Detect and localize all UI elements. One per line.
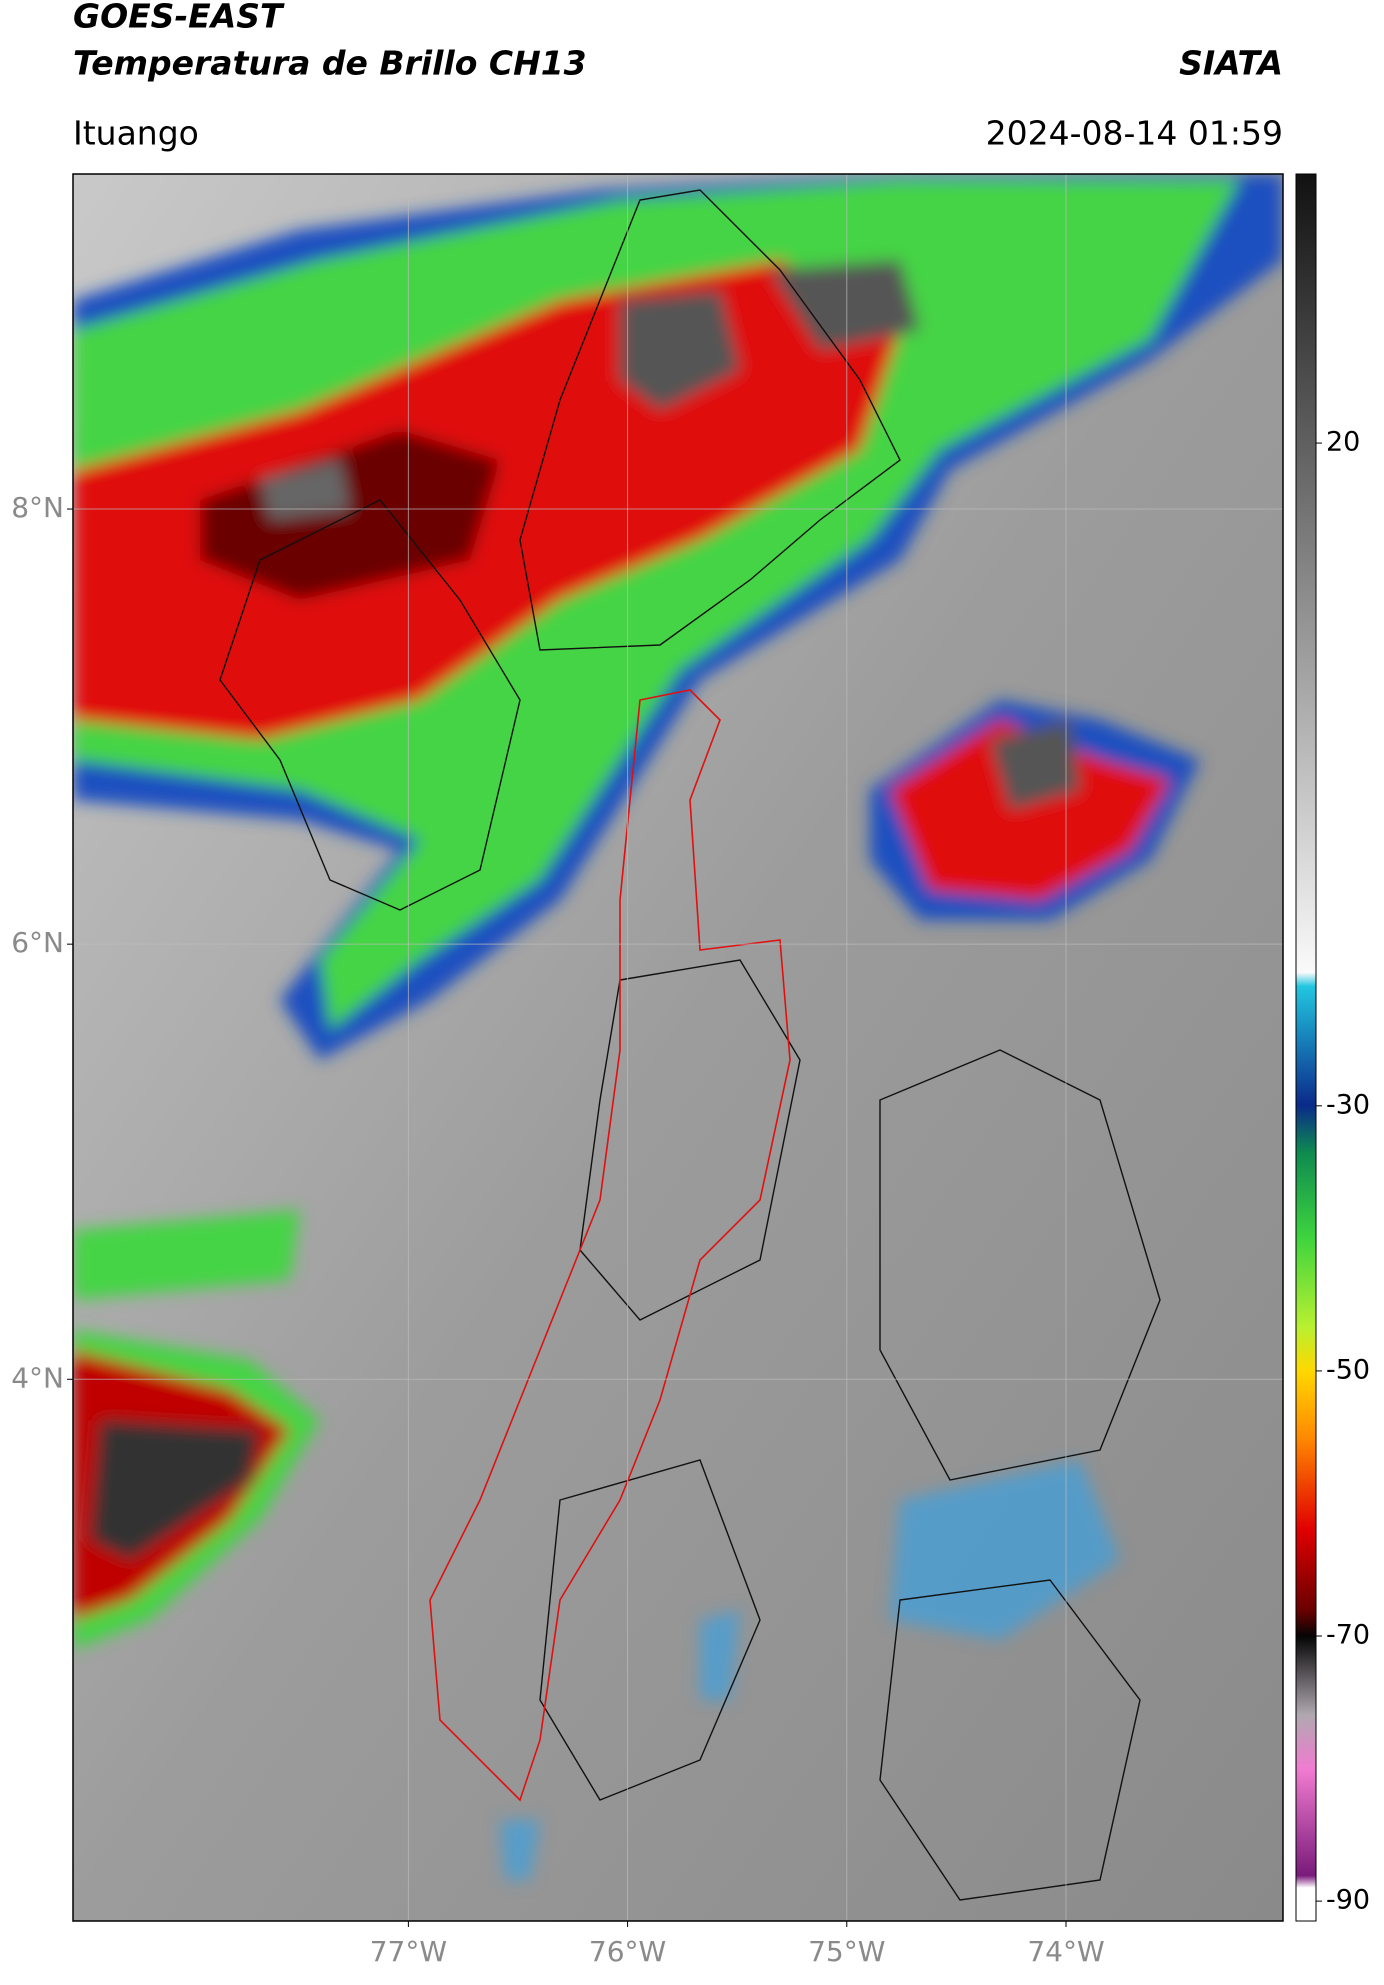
location: Ituango <box>73 114 199 153</box>
colorbar <box>1295 173 1317 1922</box>
colorbar-tick-label: -30 <box>1326 1089 1370 1120</box>
colorbar-tick-label: -50 <box>1326 1354 1370 1385</box>
x-tick-label: 74°W <box>1027 1935 1104 1968</box>
subtitle: Temperatura de Brillo CH13 <box>73 44 587 83</box>
satellite-image <box>73 174 1283 1921</box>
cloud-tops <box>73 174 1283 1880</box>
source: SIATA <box>1179 44 1283 83</box>
y-tick-label: 6°N <box>11 926 64 959</box>
timestamp: 2024-08-14 01:59 <box>986 114 1283 153</box>
colorbar-tick-label: -90 <box>1326 1885 1370 1916</box>
plot-frame <box>72 173 1284 1922</box>
y-tick-label: 4°N <box>11 1361 64 1394</box>
y-tick-label: 8°N <box>11 491 64 524</box>
region-outline <box>429 689 791 1802</box>
x-tick-label: 75°W <box>808 1935 885 1968</box>
borders <box>219 189 1161 1901</box>
title: GOES-EAST <box>73 0 285 36</box>
x-tick-label: 77°W <box>370 1935 447 1968</box>
grid <box>73 174 1283 1921</box>
x-tick-label: 76°W <box>589 1935 666 1968</box>
colorbar-tick-label: -70 <box>1326 1620 1370 1651</box>
colorbar-tick-label: 20 <box>1326 427 1360 458</box>
